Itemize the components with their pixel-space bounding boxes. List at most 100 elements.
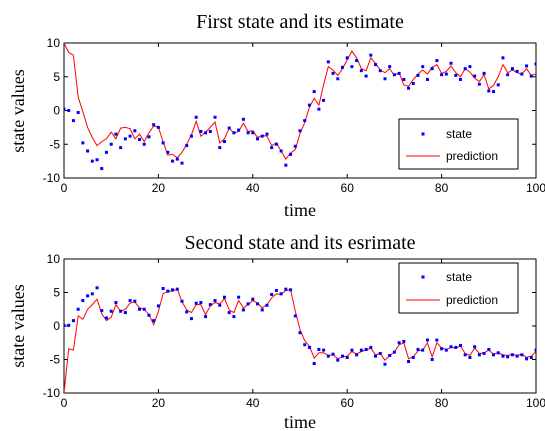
data-point-state bbox=[142, 142, 146, 146]
legend-label-state: state bbox=[446, 270, 472, 284]
x-tick-label: 40 bbox=[246, 181, 260, 195]
data-point-state bbox=[161, 141, 165, 145]
data-point-state bbox=[501, 56, 505, 60]
data-point-state bbox=[189, 317, 193, 321]
data-point-state bbox=[388, 353, 392, 357]
data-point-state bbox=[189, 134, 193, 138]
data-point-state bbox=[392, 350, 396, 354]
data-point-state bbox=[199, 301, 203, 305]
data-point-state bbox=[444, 348, 448, 352]
x-tick-label: 40 bbox=[246, 396, 260, 410]
data-point-state bbox=[218, 303, 222, 307]
y-tick-label: 0 bbox=[53, 104, 60, 118]
data-point-state bbox=[208, 129, 212, 133]
plot-area: 0 20 40 60 80 100 -10 -5 0 5 10 bbox=[43, 36, 545, 195]
data-point-state bbox=[180, 299, 184, 303]
data-point-state bbox=[166, 150, 170, 154]
data-point-state bbox=[232, 131, 236, 135]
data-point-state bbox=[449, 345, 453, 349]
data-point-state bbox=[279, 149, 283, 153]
data-point-state bbox=[133, 129, 137, 133]
legend-label-prediction: prediction bbox=[446, 293, 498, 307]
data-point-state bbox=[510, 353, 514, 357]
data-point-state bbox=[119, 309, 123, 313]
data-point-state bbox=[463, 67, 467, 71]
data-point-state bbox=[298, 331, 302, 335]
data-point-state bbox=[114, 132, 118, 136]
y-tick-label: 5 bbox=[53, 70, 60, 84]
data-point-state bbox=[289, 152, 293, 156]
data-point-state bbox=[232, 315, 236, 319]
data-point-state bbox=[86, 294, 90, 298]
data-point-state bbox=[142, 307, 146, 311]
data-point-state bbox=[510, 67, 514, 71]
data-point-state bbox=[67, 323, 71, 327]
data-point-state bbox=[492, 353, 496, 357]
x-tick-label: 20 bbox=[152, 396, 166, 410]
data-point-state bbox=[336, 77, 340, 81]
data-point-state bbox=[175, 157, 179, 161]
data-point-state bbox=[496, 351, 500, 355]
data-point-state bbox=[241, 117, 245, 121]
data-point-state bbox=[133, 299, 137, 303]
data-point-state bbox=[218, 146, 222, 150]
data-point-state bbox=[81, 141, 85, 145]
data-point-state bbox=[355, 59, 359, 63]
data-layer bbox=[64, 286, 536, 393]
data-point-state bbox=[458, 77, 462, 81]
legend: state prediction bbox=[398, 262, 519, 314]
data-point-state bbox=[454, 345, 458, 349]
data-point-state bbox=[222, 295, 226, 299]
data-point-state bbox=[326, 354, 330, 358]
data-point-state bbox=[175, 287, 179, 291]
data-point-state bbox=[180, 161, 184, 165]
data-point-state bbox=[109, 309, 113, 313]
data-point-state bbox=[468, 355, 472, 359]
data-point-state bbox=[520, 72, 524, 76]
data-point-state bbox=[274, 288, 278, 292]
data-point-state bbox=[208, 303, 212, 307]
data-point-state bbox=[421, 348, 425, 352]
data-point-state bbox=[374, 63, 378, 67]
y-tick-label: 10 bbox=[47, 36, 61, 50]
data-point-state bbox=[274, 142, 278, 146]
data-point-state bbox=[100, 309, 104, 313]
series-line-prediction bbox=[64, 43, 536, 160]
data-point-state bbox=[138, 138, 142, 142]
legend: state prediction bbox=[398, 118, 519, 170]
data-point-state bbox=[425, 77, 429, 81]
data-point-state bbox=[402, 77, 406, 81]
data-layer bbox=[64, 43, 536, 171]
data-point-state bbox=[152, 319, 156, 323]
data-point-state bbox=[407, 86, 411, 90]
data-point-state bbox=[303, 343, 307, 347]
data-point-state bbox=[256, 302, 260, 306]
chart-panel-first-state: First state and its estimate 0 20 40 60 80 10… bbox=[8, 11, 545, 220]
data-point-state bbox=[298, 129, 302, 133]
data-point-state bbox=[104, 316, 108, 320]
y-axis-label: state values bbox=[8, 69, 28, 152]
data-point-state bbox=[534, 348, 536, 352]
data-point-state bbox=[322, 348, 326, 352]
data-point-state bbox=[213, 115, 217, 119]
data-point-state bbox=[204, 131, 208, 135]
data-point-state bbox=[185, 144, 189, 148]
data-point-state bbox=[425, 338, 429, 342]
legend-marker-state bbox=[421, 132, 425, 136]
data-point-state bbox=[473, 74, 477, 78]
data-point-state bbox=[161, 286, 165, 290]
data-point-state bbox=[312, 90, 316, 94]
data-point-state bbox=[416, 347, 420, 351]
data-point-state bbox=[100, 167, 104, 171]
series-line-prediction bbox=[64, 288, 536, 393]
y-tick-label: -5 bbox=[49, 137, 60, 151]
data-point-state bbox=[213, 299, 217, 303]
data-point-state bbox=[251, 131, 255, 135]
data-point-state bbox=[336, 358, 340, 362]
y-tick-label: 0 bbox=[53, 319, 60, 333]
data-point-state bbox=[374, 354, 378, 358]
data-point-state bbox=[492, 90, 496, 94]
data-point-state bbox=[440, 73, 444, 77]
data-point-state bbox=[496, 83, 500, 87]
data-point-state bbox=[350, 348, 354, 352]
